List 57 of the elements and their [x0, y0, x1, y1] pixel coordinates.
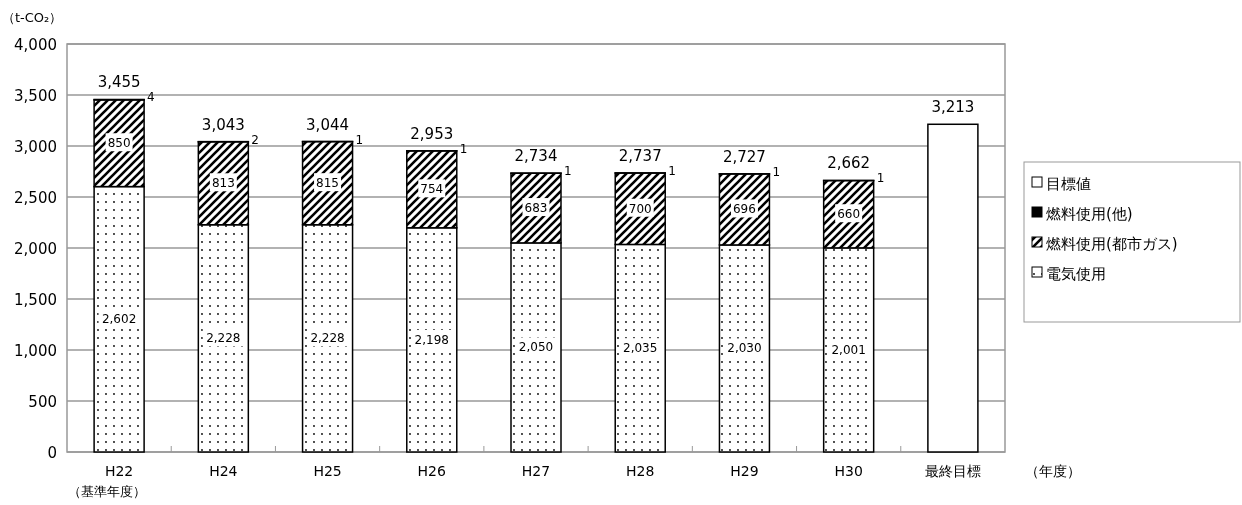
- data-label: 2: [251, 132, 259, 147]
- data-label: 1: [355, 132, 364, 147]
- data-label: 2,035: [623, 341, 658, 356]
- data-label: 1: [459, 141, 468, 156]
- data-label: 2,602: [101, 312, 137, 327]
- data-label: 4: [147, 90, 155, 105]
- y-tick-label: 0: [47, 444, 57, 462]
- y-tick-label: 1,000: [14, 342, 57, 360]
- x-tick-label: H25: [313, 463, 342, 479]
- legend-label: 燃料使用(都市ガス): [1046, 235, 1178, 253]
- data-label: 2,198: [414, 332, 449, 347]
- y-tick-label: 1,500: [14, 291, 57, 309]
- data-label: 1: [876, 171, 885, 186]
- data-label: 1: [564, 164, 572, 179]
- y-tick-label: 3,500: [14, 87, 57, 105]
- legend-label: 目標値: [1046, 175, 1091, 193]
- y-tick-label: 3,000: [14, 138, 57, 156]
- total-label: 3,043: [201, 115, 245, 134]
- data-label: 754: [420, 182, 444, 197]
- data-label: 2,001: [831, 342, 866, 357]
- legend-label: 電気使用: [1046, 265, 1106, 283]
- total-label: 2,953: [410, 124, 454, 143]
- data-label: 660: [837, 207, 861, 222]
- total-label: 3,044: [306, 115, 350, 134]
- x-tick-label: 最終目標: [924, 463, 981, 479]
- total-label: 2,737: [618, 146, 662, 165]
- data-label: 683: [524, 201, 548, 216]
- data-label: 1: [668, 163, 676, 178]
- total-label: 3,455: [97, 73, 141, 92]
- total-label: 2,662: [827, 154, 871, 173]
- y-tick-label: 500: [28, 393, 57, 411]
- y-axis-title: （t-CO₂）: [2, 10, 63, 25]
- total-label: 3,213: [931, 98, 975, 117]
- x-tick-label: H30: [834, 463, 863, 479]
- data-label: 2,030: [727, 341, 762, 356]
- x-tick-label: H27: [521, 463, 551, 479]
- y-tick-label: 2,500: [14, 189, 57, 207]
- total-label: 2,734: [514, 147, 558, 166]
- data-label: 850: [107, 136, 131, 151]
- x-tick-label: H28: [626, 463, 655, 479]
- data-label: 700: [628, 201, 652, 216]
- x-tick-label: H24: [209, 463, 238, 479]
- data-label: 815: [316, 176, 340, 191]
- data-label: 2,228: [310, 331, 345, 346]
- data-label: 2,228: [206, 331, 241, 346]
- total-label: 2,727: [722, 147, 766, 166]
- data-label: 696: [732, 202, 756, 217]
- x-axis-title: （年度）: [1025, 463, 1081, 479]
- data-label: 813: [211, 176, 235, 191]
- y-tick-label: 4,000: [14, 36, 57, 54]
- data-label: 2,050: [518, 340, 554, 355]
- x-tick-label: H29: [730, 463, 759, 479]
- x-tick-label: H22 （基準年度）: [68, 463, 147, 499]
- y-tick-label: 2,000: [14, 240, 57, 258]
- x-tick-label: H26: [417, 463, 447, 479]
- legend-label: 燃料使用(他): [1046, 205, 1133, 223]
- data-label: 1: [772, 164, 781, 179]
